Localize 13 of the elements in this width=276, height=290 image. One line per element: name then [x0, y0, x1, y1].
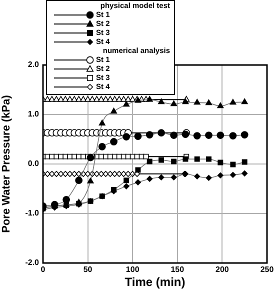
x-tick-label: 100: [126, 265, 140, 274]
y-tick-label: 1.0: [28, 110, 40, 119]
x-axis-title: Time (min): [124, 275, 186, 290]
x-tick-label: 150: [170, 265, 185, 274]
x-tick-label: 50: [83, 265, 93, 274]
y-tick-label: -1.0: [25, 208, 40, 218]
y-axis-title: Pore Water Pressure (kPa): [0, 94, 13, 233]
x-tick-label: 0: [40, 265, 46, 274]
x-tick-label: 250: [260, 265, 274, 274]
y-tick-label: 0.0: [28, 159, 40, 168]
x-tick-label: 200: [216, 265, 230, 274]
y-tick-label: -2.0: [25, 258, 40, 268]
y-tick-label: 2.0: [28, 60, 40, 70]
